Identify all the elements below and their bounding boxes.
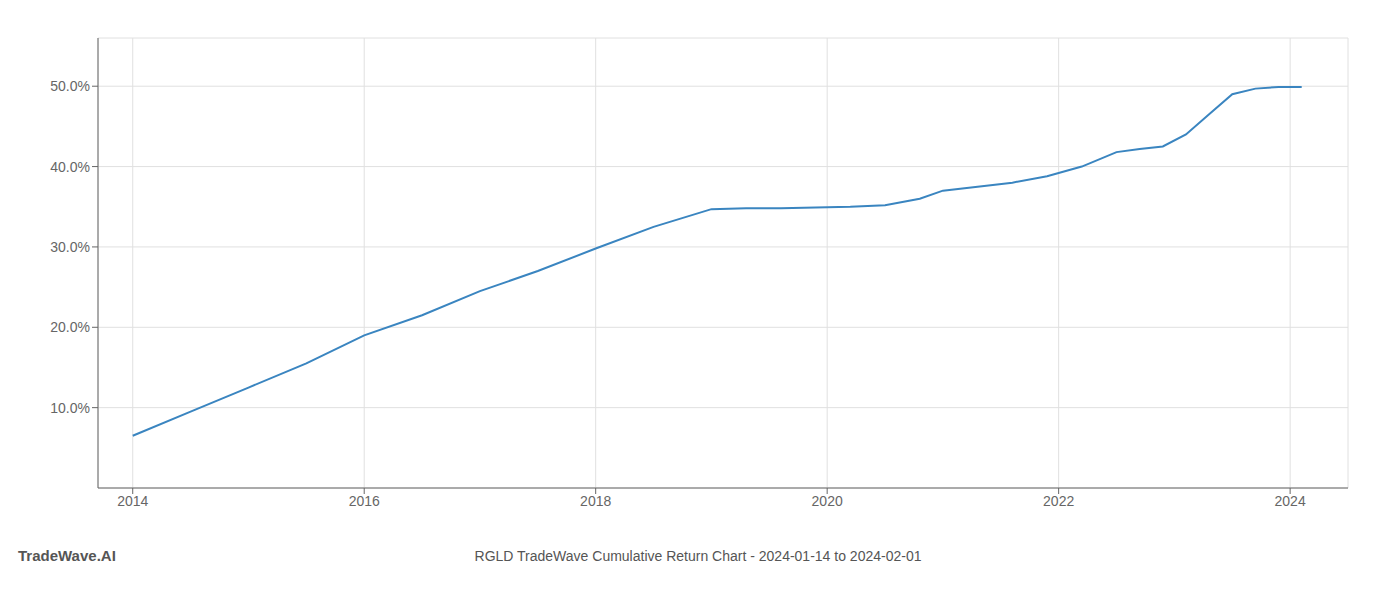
svg-text:2018: 2018 [580, 493, 611, 509]
svg-text:20.0%: 20.0% [50, 319, 90, 335]
svg-text:2020: 2020 [812, 493, 843, 509]
svg-text:50.0%: 50.0% [50, 78, 90, 94]
svg-text:2014: 2014 [117, 493, 148, 509]
svg-text:2024: 2024 [1275, 493, 1306, 509]
svg-text:10.0%: 10.0% [50, 400, 90, 416]
svg-text:2016: 2016 [349, 493, 380, 509]
svg-text:2022: 2022 [1043, 493, 1074, 509]
html-text:RGLD TradeWave Cumulative Retu: RGLD TradeWave Cumulative Return Chart -… [474, 548, 922, 564]
svg-text:40.0%: 40.0% [50, 159, 90, 175]
html-text:TradeWave.AI: TradeWave.AI [18, 547, 116, 564]
svg-text:30.0%: 30.0% [50, 239, 90, 255]
